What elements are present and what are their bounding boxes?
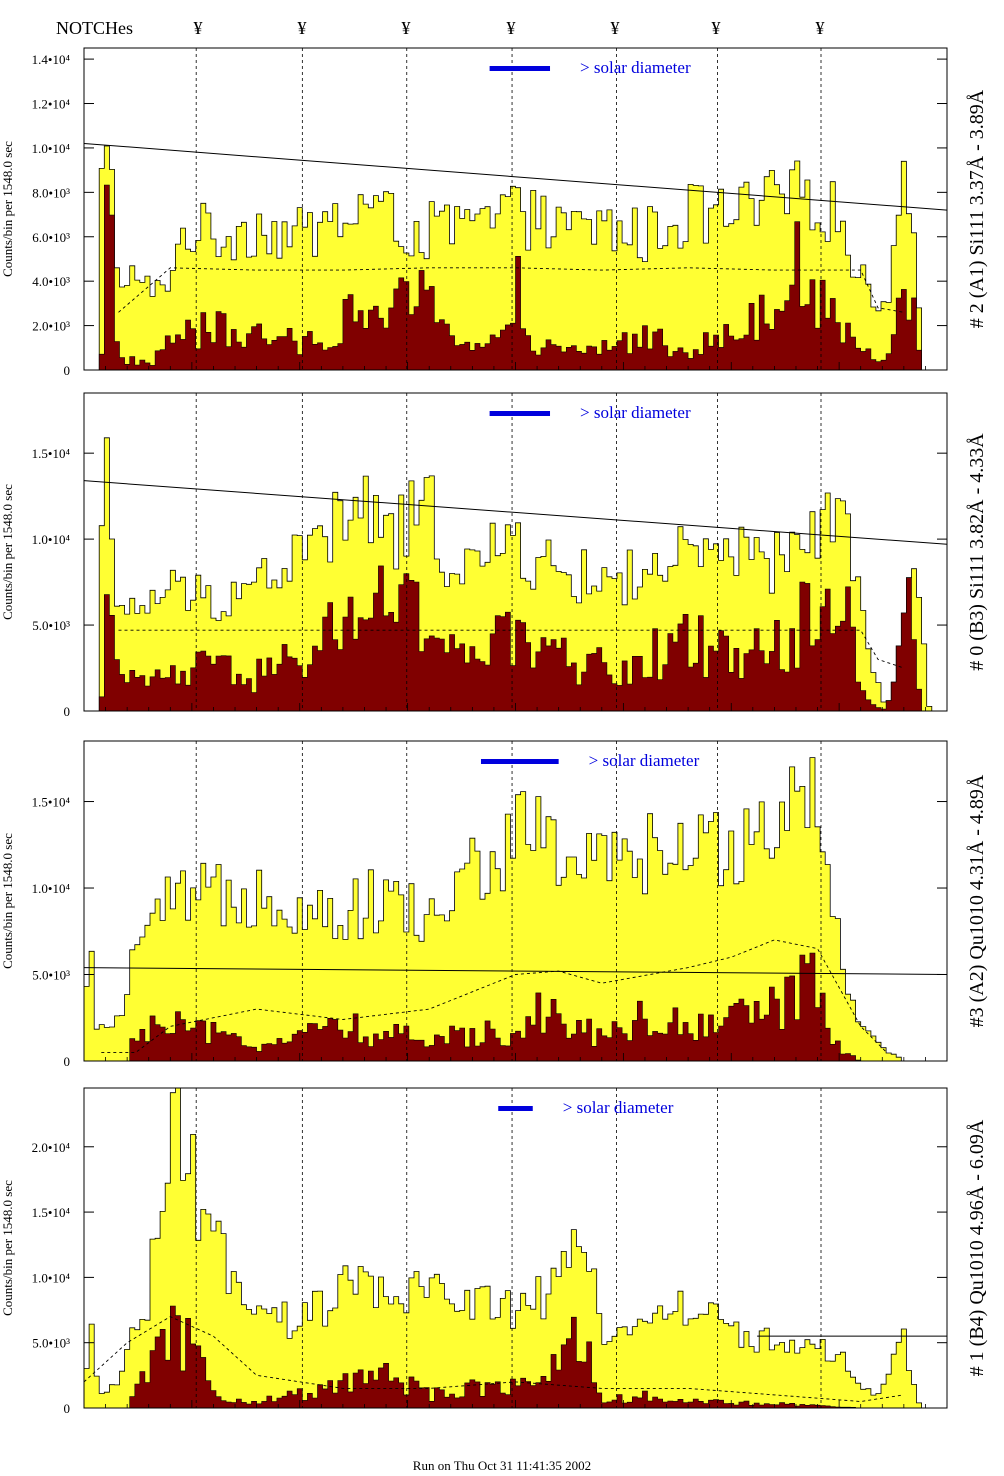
y-tick-label: 5.0•10³ [32, 968, 70, 983]
background-estimate-curve [118, 267, 904, 313]
spectrum-panel-4: 0 5.0•10³ 1.0•10⁴ 1.5•10⁴ 2.0•10⁴ Counts/bin … [0, 1087, 988, 1416]
notch-marker: ¥ [401, 18, 411, 38]
y-axis-title: Counts/bin per 1548.0 sec [0, 833, 15, 969]
notch-marker: ¥ [193, 18, 203, 38]
y-axis-title: Counts/bin per 1548.0 sec [0, 484, 15, 620]
panel-label: # 1 (B4) Qu1010 4.96Å - 6.09Å [966, 1119, 988, 1376]
total-counts-histogram [84, 437, 947, 712]
panel-label: #3 (A2) Qu1010 4.31Å - 4.89Å [966, 774, 988, 1027]
notch-marker: ¥ [297, 18, 307, 38]
y-tick-label: 0 [64, 363, 71, 378]
panel-label: # 0 (B3) Si111 3.82Å - 4.33Å [966, 433, 988, 671]
notch-marker: ¥ [610, 18, 620, 38]
background-estimate-curve [118, 629, 904, 669]
y-tick-label: 1.4•10⁴ [32, 52, 71, 67]
y-tick-label: 1.5•10⁴ [32, 1205, 71, 1220]
y-tick-label: 0 [64, 704, 71, 719]
y-tick-label: 1.0•10⁴ [32, 881, 71, 896]
notch-marker: ¥ [506, 18, 516, 38]
total-counts-histogram [83, 1087, 947, 1409]
y-tick-label: 5.0•10³ [32, 618, 70, 633]
legend-marker [489, 66, 551, 71]
y-tick-label: 1.0•10⁴ [32, 141, 71, 156]
fit-line [83, 967, 948, 976]
legend-marker [489, 411, 551, 416]
notch-marker: ¥ [815, 18, 825, 38]
y-tick-label: 4.0•10³ [32, 274, 70, 289]
fit-line [83, 480, 948, 545]
legend-marker [480, 759, 559, 764]
y-tick-label: 8.0•10³ [32, 185, 70, 200]
fit-line [83, 142, 948, 211]
y-tick-label: 0 [64, 1401, 71, 1416]
panel-label: # 2 (A1) Si111 3.37Å - 3.89Å [966, 89, 988, 328]
y-tick-label: 2.0•10⁴ [32, 1140, 71, 1155]
notches-header: NOTCHes ¥ ¥ ¥ ¥ ¥ ¥ ¥ [0, 0, 1004, 46]
run-timestamp: Run on Thu Oct 31 11:41:35 2002 [412, 1458, 592, 1473]
legend-marker [498, 1106, 533, 1111]
y-tick-label: 0 [64, 1054, 71, 1069]
legend-label: > solar diameter [563, 1098, 674, 1117]
y-axis-title: Counts/bin per 1548.0 sec [0, 141, 15, 277]
background-estimate-curve [83, 1316, 904, 1402]
background-estimate-curve [101, 939, 887, 1053]
legend-label: > solar diameter [580, 58, 691, 77]
spectrum-panel-2: 0 5.0•10³ 1.0•10⁴ 1.5•10⁴ Counts/bin per 154… [0, 392, 988, 719]
y-tick-label: 5.0•10³ [32, 1336, 70, 1351]
legend-label: > solar diameter [589, 751, 700, 770]
y-tick-label: 1.2•10⁴ [32, 97, 71, 112]
y-tick-label: 1.0•10⁴ [32, 532, 71, 547]
notch-marker: ¥ [711, 18, 721, 38]
selected-counts-histogram [84, 952, 947, 1062]
y-tick-label: 1.5•10⁴ [32, 446, 71, 461]
legend-label: > solar diameter [580, 403, 691, 422]
y-tick-label: 1.0•10⁴ [32, 1270, 71, 1285]
selected-counts-histogram [84, 184, 947, 371]
spectrum-panel-1: 0 2.0•10³ 4.0•10³ 6.0•10³ 8.0•10³ 1.0•10⁴ 1.2•… [0, 47, 988, 378]
y-tick-label: 1.5•10⁴ [32, 795, 71, 810]
y-tick-label: 2.0•10³ [32, 319, 70, 334]
notches-label: NOTCHes [56, 18, 133, 38]
selected-counts-histogram [84, 565, 947, 712]
y-axis-title: Counts/bin per 1548.0 sec [0, 1180, 15, 1316]
y-tick-label: 6.0•10³ [32, 230, 70, 245]
spectrum-panel-3: 0 5.0•10³ 1.0•10⁴ 1.5•10⁴ Counts/bin per 154… [0, 740, 988, 1069]
total-counts-histogram [83, 757, 947, 1062]
